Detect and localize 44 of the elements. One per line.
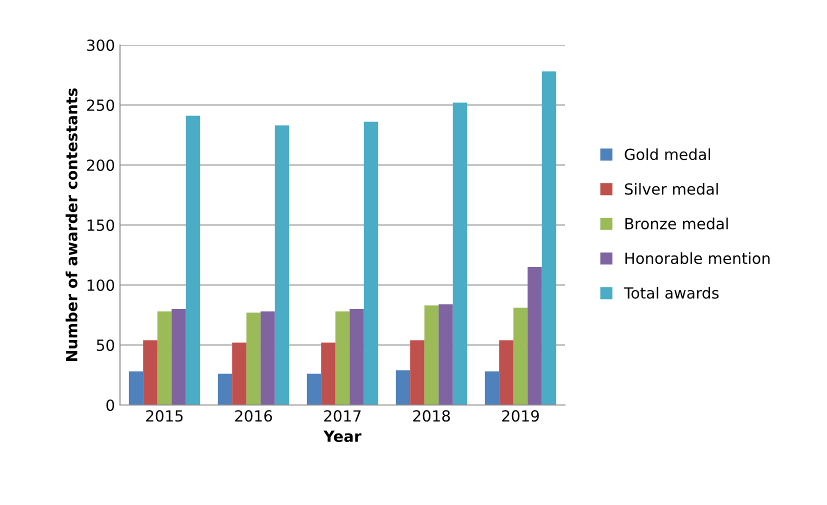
bar (528, 267, 542, 405)
bar (335, 311, 350, 405)
legend-label: Honorable mention (625, 252, 770, 264)
legend-label: Total awards (624, 286, 719, 299)
x-tick-label: 2015 (146, 410, 183, 422)
bar (260, 311, 275, 405)
y-tick-label: 150 (88, 219, 114, 232)
legend-label: Bronze medal (625, 218, 728, 230)
bar (218, 374, 232, 405)
bar (246, 312, 261, 405)
bar (128, 371, 144, 405)
y-tick-label: 100 (88, 279, 114, 292)
bar (499, 340, 514, 405)
bar (274, 125, 290, 405)
bar (438, 304, 453, 405)
bar (157, 311, 172, 405)
bar (321, 342, 336, 405)
y-tick-label: 0 (106, 399, 114, 412)
bar (452, 102, 468, 405)
x-tick-label: 2017 (324, 410, 361, 422)
bar (364, 122, 378, 405)
y-tick-label: 300 (87, 39, 114, 52)
bar (350, 309, 364, 405)
bar (513, 308, 528, 405)
bar (484, 371, 500, 405)
bar (542, 71, 556, 405)
y-tick-label: 50 (96, 339, 114, 352)
y-tick-label: 200 (87, 159, 114, 172)
legend-label: Silver medal (624, 182, 718, 195)
legend-label: Gold medal (624, 148, 710, 160)
bar (306, 374, 322, 405)
x-axis-title: Year (323, 430, 362, 442)
bar (143, 340, 158, 405)
y-tick-label: 250 (87, 99, 114, 112)
bar (232, 342, 246, 405)
x-tick-label: 2016 (235, 410, 272, 422)
bar (172, 309, 186, 405)
bar (186, 116, 200, 405)
bar (396, 370, 410, 405)
y-axis-title: Number of awarder contestants (66, 88, 78, 361)
bar (410, 340, 424, 405)
x-tick-label: 2019 (502, 410, 539, 422)
x-tick-label: 2018 (413, 410, 450, 422)
bar (424, 305, 439, 405)
